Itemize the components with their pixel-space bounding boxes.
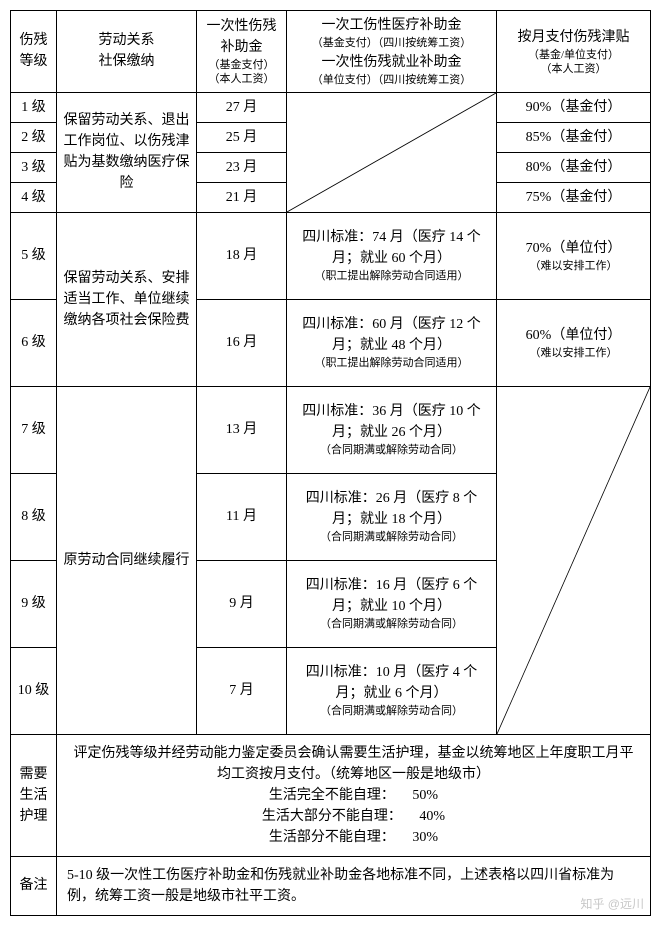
cell-months: 25 月 (197, 122, 287, 152)
cell-allow-main: 70%（单位付） (526, 241, 622, 256)
header-col4-l2s: （单位支付）（四川按统筹工资） (293, 73, 490, 87)
care-line3: 生活大部分不能自理： 40% (67, 806, 640, 827)
cell-col4-sub: （职工提出解除劳动合同适用） (293, 356, 490, 370)
cell-months: 18 月 (197, 212, 287, 299)
cell-col4-sub: （合同期满或解除劳动合同） (293, 617, 490, 631)
header-row: 伤残等级 劳动关系 社保缴纳 一次性伤残补助金 （基金支付） （本人工资） 一次… (11, 11, 651, 93)
cell-care-text: 评定伤残等级并经劳动能力鉴定委员会确认需要生活护理，基金以统筹地区上年度职工月平… (57, 734, 651, 856)
cell-care-label: 需要生活护理 (11, 734, 57, 856)
cell-col4: 四川标准：36 月（医疗 10 个月；就业 26 个月） （合同期满或解除劳动合… (287, 386, 497, 473)
cell-level: 7 级 (11, 386, 57, 473)
cell-months: 7 月 (197, 647, 287, 734)
row-level-7: 7 级 原劳动合同继续履行 13 月 四川标准：36 月（医疗 10 个月；就业… (11, 386, 651, 473)
cell-col4: 四川标准：60 月（医疗 12 个月；就业 48 个月） （职工提出解除劳动合同… (287, 299, 497, 386)
header-lump-sum-sub2: （本人工资） (203, 72, 280, 86)
cell-months: 21 月 (197, 182, 287, 212)
cell-level: 9 级 (11, 560, 57, 647)
header-col5-s1: （基金/单位支付） (503, 48, 644, 62)
cell-allowance: 80%（基金付） (497, 152, 651, 182)
cell-relation-g3: 原劳动合同继续履行 (57, 386, 197, 734)
cell-relation-g2: 保留劳动关系、安排适当工作、单位继续缴纳各项社会保险费 (57, 212, 197, 386)
cell-col4-main: 四川标准：16 月（医疗 6 个月；就业 10 个月） (306, 578, 478, 614)
cell-col4-sub: （合同期满或解除劳动合同） (293, 530, 490, 544)
header-monthly-allowance: 按月支付伤残津贴 （基金/单位支付） （本人工资） (497, 11, 651, 93)
cell-allow-sub: （难以安排工作） (503, 259, 644, 273)
header-col5-s2: （本人工资） (503, 62, 644, 76)
cell-col4-main: 四川标准：36 月（医疗 10 个月；就业 26 个月） (302, 404, 481, 440)
disability-benefits-table: 伤残等级 劳动关系 社保缴纳 一次性伤残补助金 （基金支付） （本人工资） 一次… (10, 10, 651, 916)
cell-col4-main: 四川标准：26 月（医疗 8 个月；就业 18 个月） (306, 491, 478, 527)
cell-note-label: 备注 (11, 856, 57, 915)
cell-allowance: 75%（基金付） (497, 182, 651, 212)
cell-diagonal-g3 (497, 386, 651, 734)
care-line2: 生活完全不能自理： 50% (67, 785, 640, 806)
cell-months: 27 月 (197, 92, 287, 122)
cell-allow-main: 60%（单位付） (526, 328, 622, 343)
row-care: 需要生活护理 评定伤残等级并经劳动能力鉴定委员会确认需要生活护理，基金以统筹地区… (11, 734, 651, 856)
header-col4-l1: 一次工伤性医疗补助金 (322, 18, 462, 33)
cell-level: 6 级 (11, 299, 57, 386)
cell-allowance: 90%（基金付） (497, 92, 651, 122)
header-lump-sum-main: 一次性伤残补助金 (207, 19, 277, 55)
row-level-1: 1 级 保留劳动关系、退出工作岗位、以伤残津贴为基数缴纳医疗保险 27 月 90… (11, 92, 651, 122)
cell-months: 23 月 (197, 152, 287, 182)
cell-months: 11 月 (197, 473, 287, 560)
cell-col4-sub: （合同期满或解除劳动合同） (293, 443, 490, 457)
watermark-text: 知乎 @远川 (580, 895, 644, 912)
cell-months: 13 月 (197, 386, 287, 473)
cell-diagonal-g1 (287, 92, 497, 212)
cell-col4-main: 四川标准：74 月（医疗 14 个月；就业 60 个月） (302, 230, 481, 266)
cell-col4-sub: （职工提出解除劳动合同适用） (293, 269, 490, 283)
cell-level: 5 级 (11, 212, 57, 299)
header-relation: 劳动关系 社保缴纳 (57, 11, 197, 93)
cell-col4: 四川标准：16 月（医疗 6 个月；就业 10 个月） （合同期满或解除劳动合同… (287, 560, 497, 647)
cell-months: 9 月 (197, 560, 287, 647)
cell-level: 4 级 (11, 182, 57, 212)
cell-col4-main: 四川标准：10 月（医疗 4 个月；就业 6 个月） (306, 665, 478, 701)
cell-allowance: 70%（单位付） （难以安排工作） (497, 212, 651, 299)
header-col4-l2: 一次性伤残就业补助金 (293, 52, 490, 73)
cell-col4: 四川标准：26 月（医疗 8 个月；就业 18 个月） （合同期满或解除劳动合同… (287, 473, 497, 560)
cell-level: 1 级 (11, 92, 57, 122)
cell-level: 3 级 (11, 152, 57, 182)
row-note: 备注 5-10 级一次性工伤医疗补助金和伤残就业补助金各地标准不同，上述表格以四… (11, 856, 651, 915)
cell-col4: 四川标准：74 月（医疗 14 个月；就业 60 个月） （职工提出解除劳动合同… (287, 212, 497, 299)
cell-allowance: 85%（基金付） (497, 122, 651, 152)
cell-allowance: 60%（单位付） （难以安排工作） (497, 299, 651, 386)
cell-level: 2 级 (11, 122, 57, 152)
cell-relation-g1: 保留劳动关系、退出工作岗位、以伤残津贴为基数缴纳医疗保险 (57, 92, 197, 212)
header-col5-main: 按月支付伤残津贴 (518, 30, 630, 45)
cell-col4-main: 四川标准：60 月（医疗 12 个月；就业 48 个月） (302, 317, 481, 353)
cell-col4: 四川标准：10 月（医疗 4 个月；就业 6 个月） （合同期满或解除劳动合同） (287, 647, 497, 734)
care-line1: 评定伤残等级并经劳动能力鉴定委员会确认需要生活护理，基金以统筹地区上年度职工月平… (67, 743, 640, 785)
header-col4-l1s: （基金支付）（四川按统筹工资） (293, 36, 490, 50)
cell-note-text: 5-10 级一次性工伤医疗补助金和伤残就业补助金各地标准不同，上述表格以四川省标… (57, 856, 651, 915)
cell-level: 8 级 (11, 473, 57, 560)
cell-allow-sub: （难以安排工作） (503, 346, 644, 360)
cell-col4-sub: （合同期满或解除劳动合同） (293, 704, 490, 718)
header-medical-employment: 一次工伤性医疗补助金 （基金支付）（四川按统筹工资） 一次性伤残就业补助金 （单… (287, 11, 497, 93)
cell-months: 16 月 (197, 299, 287, 386)
header-lump-sum-sub1: （基金支付） (203, 58, 280, 72)
header-lump-sum: 一次性伤残补助金 （基金支付） （本人工资） (197, 11, 287, 93)
cell-level: 10 级 (11, 647, 57, 734)
care-line4: 生活部分不能自理： 30% (67, 827, 640, 848)
row-level-5: 5 级 保留劳动关系、安排适当工作、单位继续缴纳各项社会保险费 18 月 四川标… (11, 212, 651, 299)
header-level: 伤残等级 (11, 11, 57, 93)
